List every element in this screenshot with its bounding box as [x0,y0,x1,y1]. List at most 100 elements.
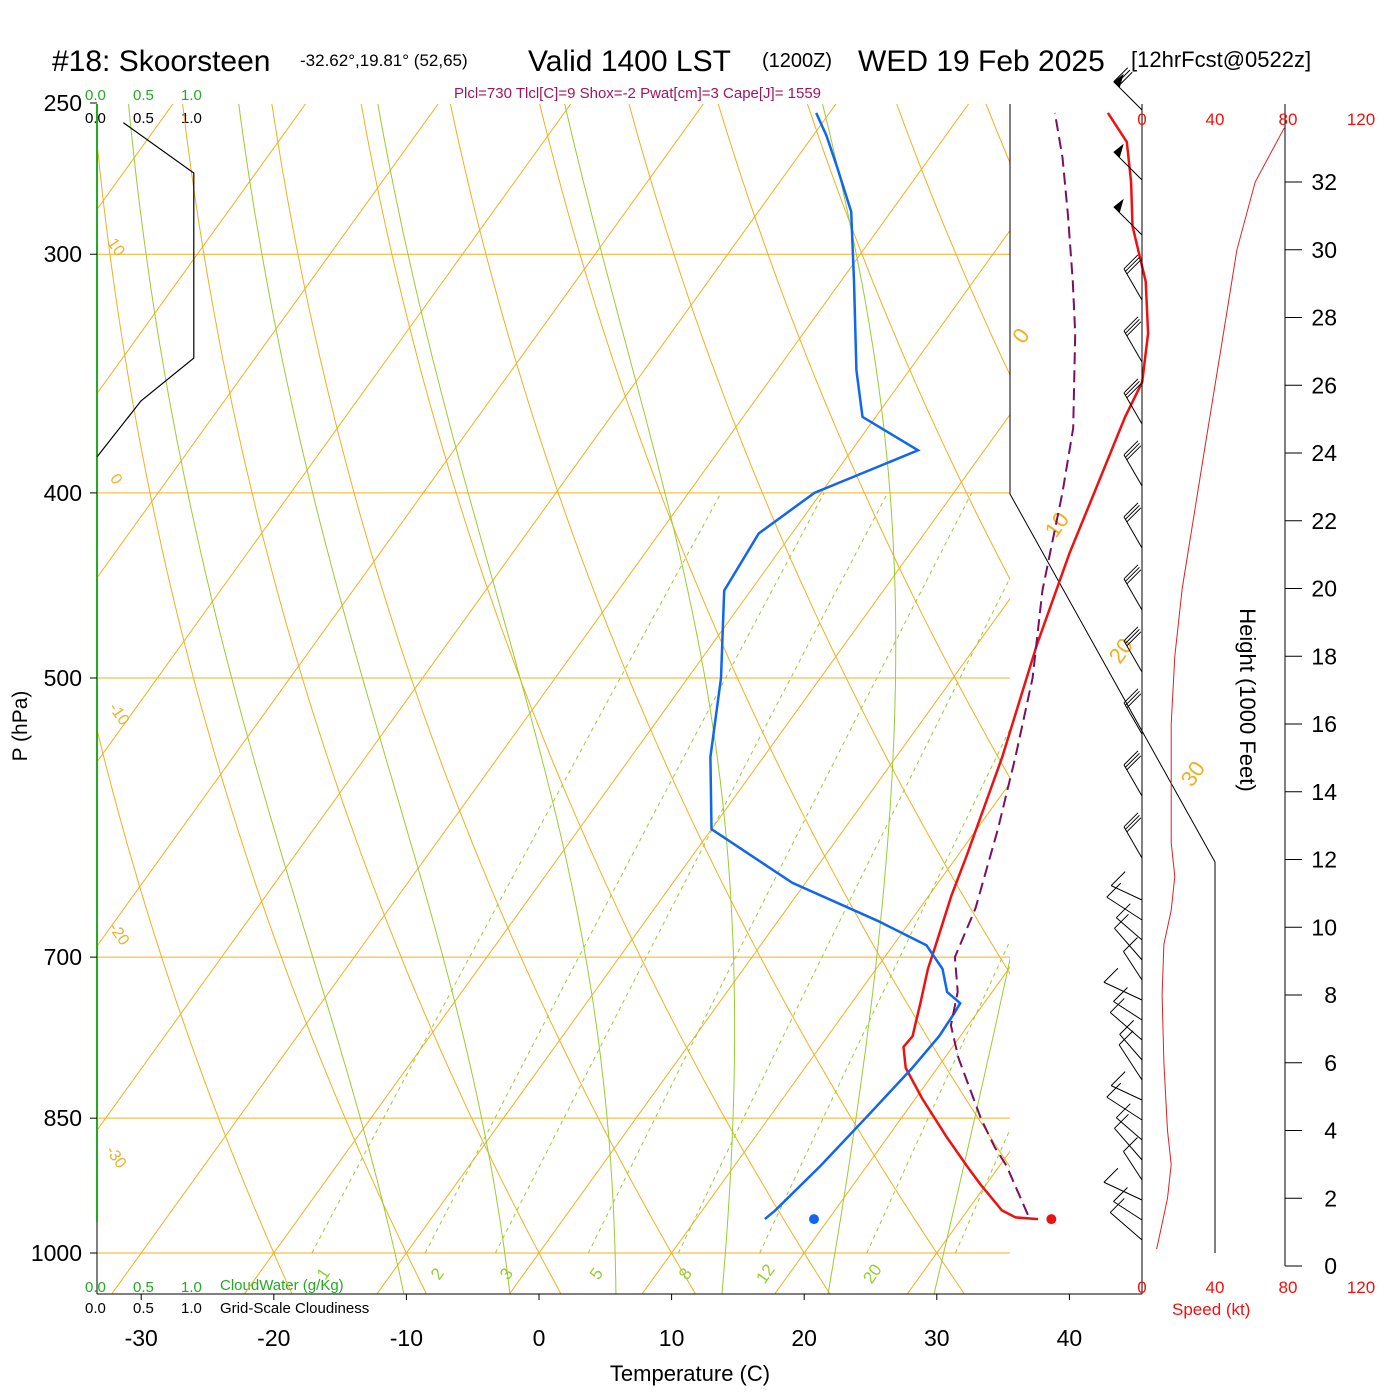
moist-adiabat-line [564,104,736,1294]
valid-date: WED 19 Feb 2025 [858,45,1105,78]
cloudiness-profile [96,122,195,458]
wind-barb [1103,1181,1143,1201]
mixing-ratio-line [311,492,722,1254]
cloud-scale-bottom-green-2: 1.0 [181,1279,202,1296]
cloud-scale-bottom-black-1: 0.5 [133,1300,154,1317]
isotherm-label: 0 [1007,324,1035,348]
y-tick-label: 400 [44,480,82,506]
isotherm-line [97,104,174,211]
wind-barb-feather [1115,903,1131,919]
mixing-ratio-line [954,1128,1010,1254]
wind-barb [1118,1044,1143,1081]
x-tick-label: 0 [533,1325,546,1351]
dry-adiabat-line [271,104,696,1294]
cloud-scale-top-green-1: 0.5 [133,87,154,104]
height-tick-label: 0 [1324,1253,1337,1279]
wind-barb-feather [1126,321,1142,337]
cloud-scale-top-black-0: 0.0 [85,110,106,127]
speed-tick-label-top: 80 [1279,110,1298,129]
wind-barb-feather [1119,1019,1135,1035]
y-tick-label: 250 [44,90,82,116]
wind-barb [1123,268,1143,301]
wind-barb [1123,951,1143,981]
valid-time: Valid 1400 LST [528,45,731,78]
dry-adiabat-line [628,104,1010,975]
speed-tick-label-top: 0 [1137,110,1146,129]
wind-barb-flag [1113,143,1124,158]
height-tick-label: 24 [1311,440,1337,466]
cloud-scale-top-black-1: 0.5 [133,110,154,127]
x-tick-label: -30 [125,1325,158,1351]
x-axis-title: Temperature (C) [610,1361,770,1386]
dry-adiabat-line [539,104,1010,1168]
isotherm-label: -20 [105,920,132,949]
wind-barb-feather [1123,1137,1138,1152]
plot-frame [96,104,1216,1295]
wind-barb-feather [1123,688,1139,704]
y-tick-label: 700 [44,944,82,970]
wind-barb [1123,392,1143,425]
forecast-info: [12hrFcst@0522z] [1131,47,1311,72]
wind-barb-feather [1123,378,1139,394]
moist-adiabat-line [238,104,511,1294]
x-tick-label: -20 [257,1325,290,1351]
wind-barb [1123,640,1143,673]
dewpoint-profile [709,112,962,1221]
wind-barb-feather [1125,256,1140,272]
isotherm-label: 30 [1176,757,1211,791]
height-tick-label: 2 [1324,1185,1337,1211]
isotherm-label: 0 [106,471,125,488]
height-axis-title: Height (1000 Feet) [1235,608,1260,791]
wind-barb [1114,927,1143,961]
wind-barb-feather [1123,254,1139,270]
speed-tick-label-bottom: 40 [1206,1278,1225,1297]
height-tick-label: 8 [1324,982,1337,1008]
isotherm-line [774,966,1010,1294]
speed-tick-label-top: 120 [1347,110,1375,129]
height-tick-label: 22 [1311,508,1337,534]
speed-axis-title: Speed (kt) [1172,1300,1250,1319]
background-grid [97,104,1010,1294]
isotherm-label: 20 [1104,634,1139,668]
wind-barb [1116,1117,1143,1141]
parcel-path [949,112,1077,1216]
wind-barb [1123,578,1143,611]
wind-barb-feather [1126,507,1142,523]
wind-barb-feather [1125,752,1140,768]
cloud-scale-bottom-green-0: 0.0 [85,1279,106,1296]
speed-tick-label-bottom: 80 [1279,1278,1298,1297]
surface-marker [808,1214,819,1225]
isotherm-line [97,104,439,579]
y-tick-label: 300 [44,241,82,267]
wind-barb-feather [1123,564,1139,580]
wind-barb-feather [1126,755,1142,771]
cloud-scale-bottom-green-1: 0.5 [133,1279,154,1296]
cloud-scale-bottom: 0.0 0.5 1.0 CloudWater (g/Kg) 0.0 0.5 1.… [85,1277,369,1317]
isotherm-line [97,104,572,763]
wind-barb-feather [1125,566,1140,582]
surface-marker [1046,1214,1057,1225]
height-tick-label: 20 [1311,576,1337,602]
isotherm-label: -30 [102,1143,129,1172]
speed-tick-label-bottom: 120 [1347,1278,1375,1297]
wind-barb [1113,151,1143,181]
wind-barb [1119,1034,1143,1061]
wind-barb [1113,206,1143,236]
wind-barb-feather [1113,1187,1128,1202]
mixing-ratio-label: 8 [675,1265,696,1284]
x-tick-label: -10 [390,1325,423,1351]
wind-barb-feather [1123,316,1139,332]
dry-adiabat-line [97,137,427,1294]
wind-barb-feather [1118,1030,1134,1046]
wind-barb-flag [1113,73,1124,88]
wind-barb-feather [1103,967,1119,983]
wind-barb-feather [1125,380,1140,396]
height-tick-label: 16 [1311,711,1337,737]
cloud-scale-top-black-2: 1.0 [181,110,202,127]
wind-barb-flag [1113,198,1124,213]
wind-barb-feather [1123,626,1139,642]
dry-adiabat-line [360,104,831,1294]
x-tick-label: 10 [659,1325,685,1351]
